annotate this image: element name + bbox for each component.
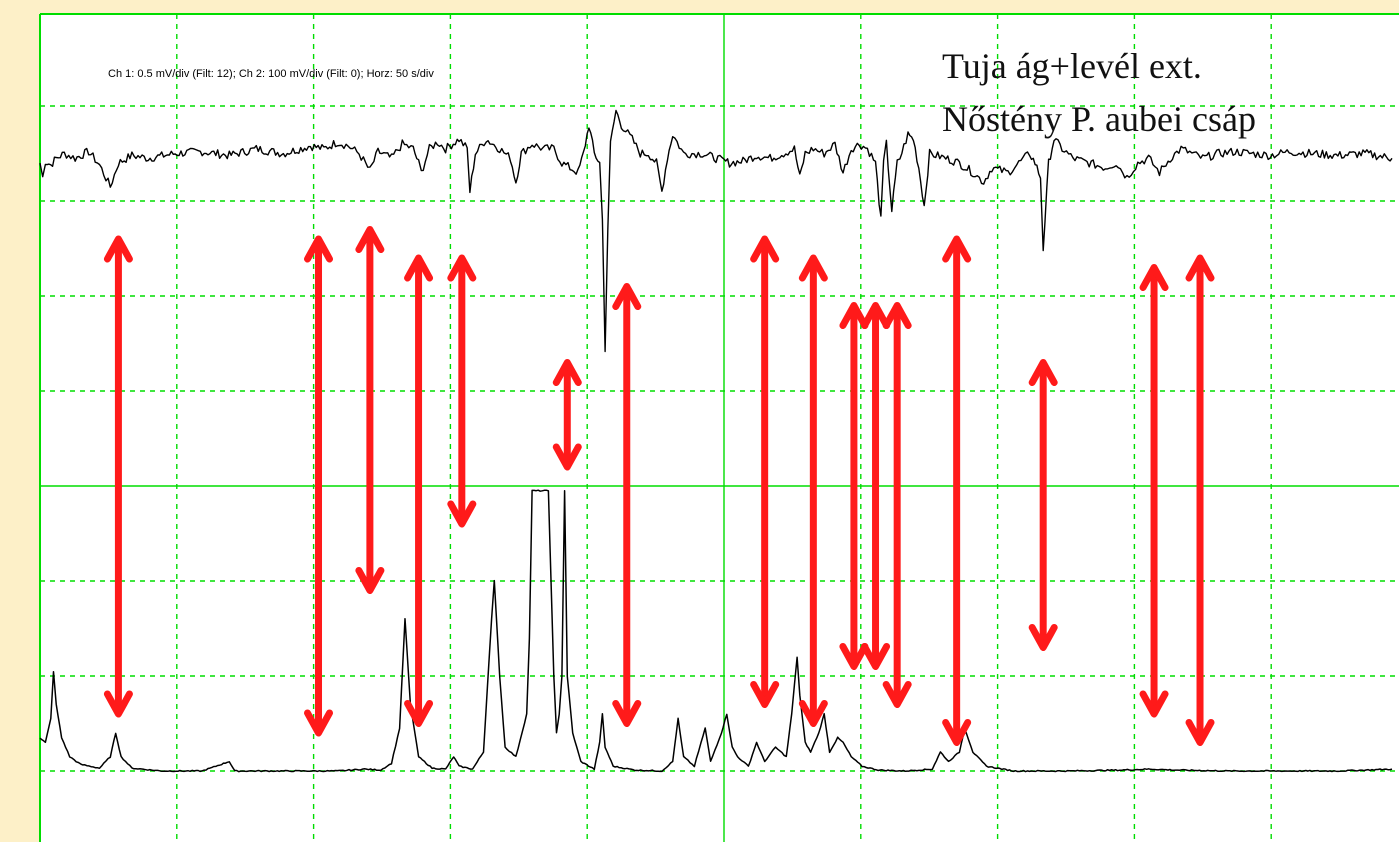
arrow-head: [355, 226, 385, 253]
arrow-head: [861, 302, 891, 329]
double-arrow: [1185, 254, 1215, 746]
double-arrow: [304, 235, 334, 737]
double-arrow: [552, 359, 582, 471]
arrow-head: [552, 443, 582, 471]
arrow-head: [750, 235, 780, 263]
arrow-head: [552, 359, 582, 386]
series-line-ch2: [39, 489, 1393, 773]
arrows: [103, 226, 1215, 746]
arrow-head: [798, 700, 828, 727]
double-arrow: [355, 226, 385, 594]
double-arrow: [750, 235, 780, 708]
arrow-head: [612, 283, 642, 310]
arrow-head: [355, 567, 385, 594]
double-arrow: [839, 302, 869, 670]
arrow-head: [839, 643, 869, 670]
traces: [39, 109, 1393, 773]
arrow-head: [404, 700, 434, 727]
double-arrow: [882, 302, 912, 708]
double-arrow: [1028, 359, 1058, 651]
title-line-2: Nőstény P. aubei csáp: [942, 99, 1256, 139]
arrow-head: [1139, 264, 1169, 291]
arrow-head: [750, 681, 780, 708]
title-line-1: Tuja ág+levél ext.: [942, 46, 1202, 86]
text-layer: Ch 1: 0.5 mV/div (Filt: 12); Ch 2: 100 m…: [108, 46, 1256, 139]
double-arrow: [404, 254, 434, 727]
double-arrow: [798, 254, 828, 727]
arrow-head: [1028, 624, 1058, 651]
arrow-head: [404, 254, 434, 282]
arrow-head: [839, 302, 869, 329]
arrow-head: [304, 709, 334, 737]
arrow-head: [1139, 690, 1169, 718]
arrow-head: [882, 681, 912, 708]
double-arrow: [447, 254, 477, 528]
arrow-head: [612, 700, 642, 727]
arrow-head: [861, 643, 891, 670]
arrow-head: [1185, 254, 1215, 282]
page-margin-top: [0, 0, 1399, 14]
page-margin-left: [0, 0, 40, 842]
double-arrow: [942, 235, 972, 746]
arrow-head: [103, 235, 133, 263]
double-arrow: [1139, 264, 1169, 718]
arrow-head: [942, 235, 972, 263]
arrow-head: [1185, 719, 1215, 746]
arrow-head: [103, 690, 133, 718]
arrow-head: [447, 500, 477, 528]
double-arrow: [103, 235, 133, 718]
channel-settings-label: Ch 1: 0.5 mV/div (Filt: 12); Ch 2: 100 m…: [108, 68, 434, 80]
series-line-ch1: [39, 109, 1393, 353]
double-arrow: [612, 283, 642, 727]
arrow-head: [882, 302, 912, 329]
arrow-head: [942, 719, 972, 746]
arrow-head: [1028, 359, 1058, 386]
arrow-head: [798, 254, 828, 282]
arrow-head: [447, 254, 477, 282]
arrow-head: [304, 235, 334, 263]
double-arrow: [861, 302, 891, 670]
